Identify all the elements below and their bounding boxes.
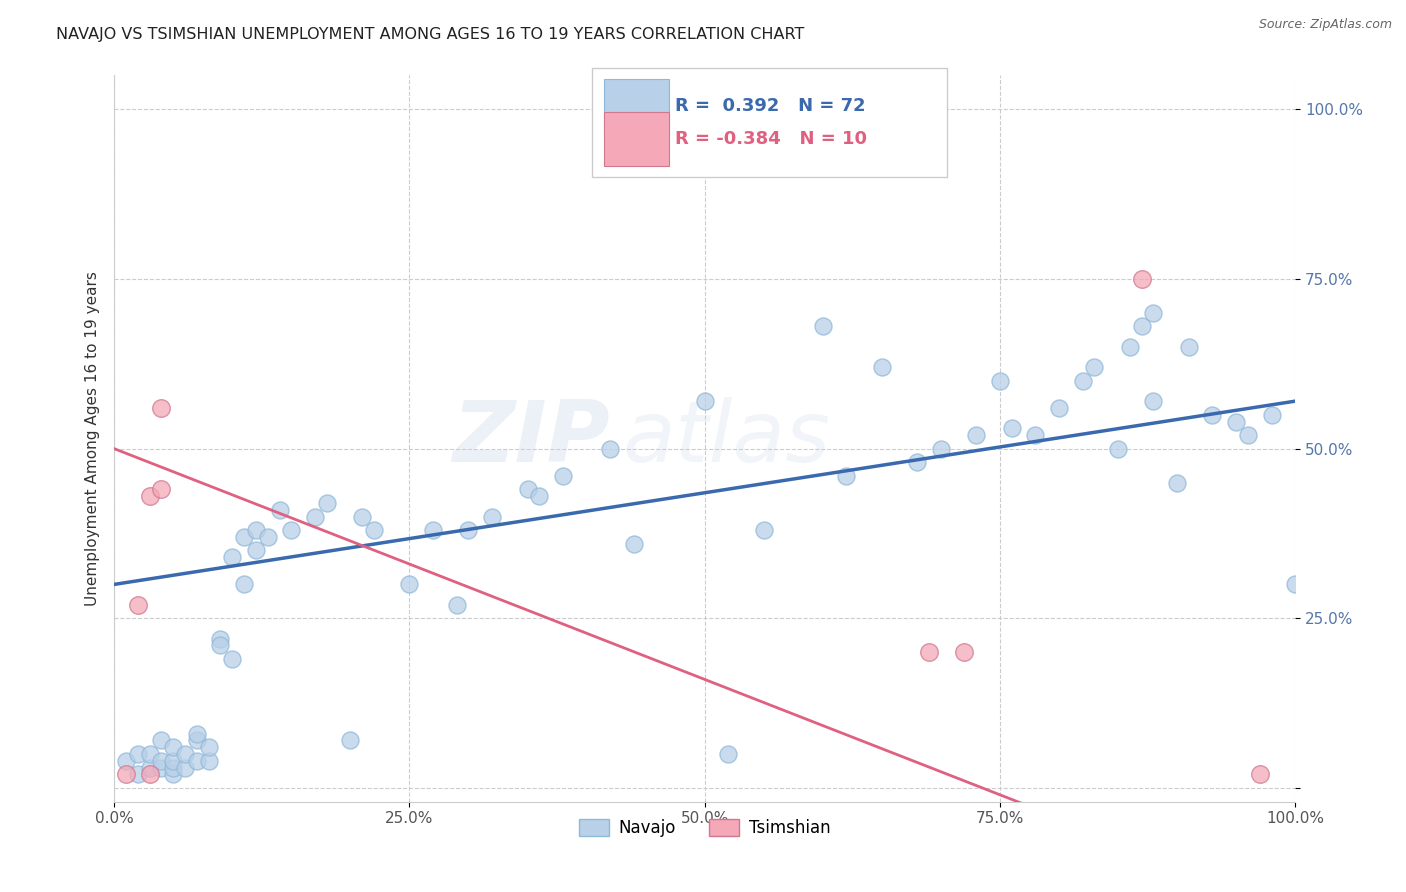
Point: [127, 747, 149, 761]
FancyBboxPatch shape: [605, 112, 669, 166]
Point: [363, 523, 385, 537]
Point: [174, 747, 197, 761]
Point: [197, 740, 219, 755]
Point: [918, 645, 941, 659]
Point: [245, 523, 267, 537]
Point: [233, 577, 256, 591]
Text: R = -0.384   N = 10: R = -0.384 N = 10: [675, 130, 868, 148]
Y-axis label: Unemployment Among Ages 16 to 19 years: Unemployment Among Ages 16 to 19 years: [86, 271, 100, 606]
Text: Source: ZipAtlas.com: Source: ZipAtlas.com: [1258, 18, 1392, 31]
Text: R =  0.392   N = 72: R = 0.392 N = 72: [675, 97, 866, 115]
Point: [269, 502, 291, 516]
Text: ZIP: ZIP: [453, 397, 610, 480]
Point: [1142, 306, 1164, 320]
Point: [1083, 360, 1105, 375]
Point: [162, 761, 184, 775]
Point: [197, 754, 219, 768]
Point: [150, 483, 173, 497]
Point: [965, 428, 987, 442]
Point: [551, 468, 574, 483]
Point: [115, 767, 138, 781]
Point: [457, 523, 479, 537]
Point: [398, 577, 420, 591]
FancyBboxPatch shape: [592, 68, 946, 177]
Point: [162, 740, 184, 755]
FancyBboxPatch shape: [605, 79, 669, 134]
Point: [1237, 428, 1260, 442]
Point: [1166, 475, 1188, 490]
Point: [481, 509, 503, 524]
Point: [127, 767, 149, 781]
Point: [150, 401, 173, 415]
Point: [1130, 272, 1153, 286]
Point: [162, 767, 184, 781]
Point: [1249, 767, 1271, 781]
Point: [138, 761, 160, 775]
Point: [339, 733, 361, 747]
Point: [221, 550, 243, 565]
Point: [150, 761, 173, 775]
Point: [752, 523, 775, 537]
Point: [953, 645, 976, 659]
Point: [221, 652, 243, 666]
Point: [1142, 394, 1164, 409]
Point: [209, 639, 232, 653]
Point: [138, 489, 160, 503]
Point: [233, 530, 256, 544]
Point: [988, 374, 1011, 388]
Point: [1201, 408, 1223, 422]
Point: [1260, 408, 1282, 422]
Point: [1130, 319, 1153, 334]
Point: [174, 761, 197, 775]
Point: [150, 733, 173, 747]
Point: [516, 483, 538, 497]
Point: [1119, 340, 1142, 354]
Point: [529, 489, 551, 503]
Point: [352, 509, 374, 524]
Point: [1047, 401, 1070, 415]
Point: [186, 727, 208, 741]
Point: [446, 598, 468, 612]
Point: [905, 455, 928, 469]
Point: [256, 530, 278, 544]
Point: [599, 442, 621, 456]
Point: [186, 754, 208, 768]
Point: [929, 442, 952, 456]
Point: [1284, 577, 1306, 591]
Point: [127, 598, 149, 612]
Point: [315, 496, 337, 510]
Point: [1178, 340, 1201, 354]
Point: [150, 754, 173, 768]
Point: [245, 543, 267, 558]
Point: [717, 747, 740, 761]
Point: [138, 747, 160, 761]
Point: [1107, 442, 1129, 456]
Point: [115, 754, 138, 768]
Point: [623, 537, 645, 551]
Point: [186, 733, 208, 747]
Point: [422, 523, 444, 537]
Point: [138, 767, 160, 781]
Text: NAVAJO VS TSIMSHIAN UNEMPLOYMENT AMONG AGES 16 TO 19 YEARS CORRELATION CHART: NAVAJO VS TSIMSHIAN UNEMPLOYMENT AMONG A…: [56, 27, 804, 42]
Point: [209, 632, 232, 646]
Point: [280, 523, 302, 537]
Point: [162, 754, 184, 768]
Point: [1071, 374, 1094, 388]
Point: [1001, 421, 1024, 435]
Point: [1024, 428, 1046, 442]
Legend: Navajo, Tsimshian: Navajo, Tsimshian: [572, 813, 838, 844]
Point: [693, 394, 716, 409]
Point: [1225, 415, 1247, 429]
Point: [835, 468, 858, 483]
Point: [870, 360, 893, 375]
Point: [811, 319, 834, 334]
Point: [304, 509, 326, 524]
Text: atlas: atlas: [621, 397, 830, 480]
